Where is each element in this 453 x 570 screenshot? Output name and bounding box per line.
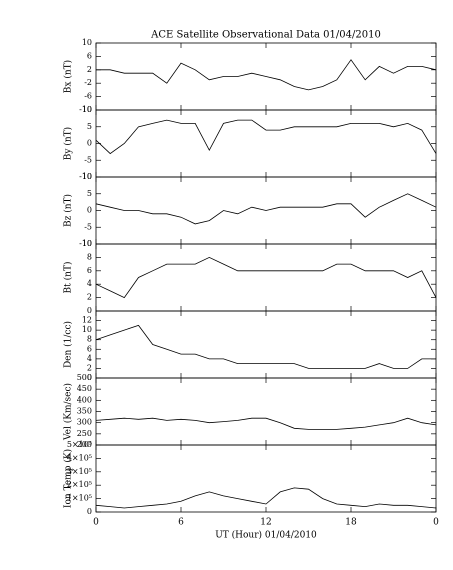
y-tick-label: 2 — [87, 65, 92, 74]
y-axis-label: Den (1/cc) — [63, 321, 74, 368]
x-tick-label: 0 — [433, 518, 439, 528]
y-tick-label: 400 — [77, 395, 92, 404]
y-tick-label: 10 — [82, 172, 92, 181]
x-tick-label: 12 — [260, 518, 271, 528]
y-tick-label: 8 — [87, 252, 92, 261]
y-tick-label: 350 — [77, 407, 92, 416]
y-tick-label: 5×10⁵ — [67, 440, 92, 449]
y-tick-label: 0 — [87, 373, 92, 382]
panel-frame — [95, 243, 437, 312]
y-tick-label: 6 — [87, 51, 92, 60]
x-tick-label: 18 — [345, 518, 357, 528]
y-tick-label: 5 — [87, 189, 92, 198]
y-axis-label: By (nT) — [63, 127, 74, 160]
y-axis-label: Bx (nT) — [63, 60, 74, 93]
y-tick-label: 300 — [77, 418, 92, 427]
y-tick-label: 0 — [87, 139, 92, 148]
y-tick-label: 0 — [87, 507, 92, 516]
data-line — [95, 119, 437, 155]
y-tick-label: 450 — [77, 384, 92, 393]
y-tick-label: 0 — [87, 306, 92, 315]
y-tick-label: 4×10⁵ — [67, 453, 92, 462]
y-tick-label: 1×10⁵ — [67, 494, 92, 503]
y-tick-label: 3×10⁵ — [67, 467, 92, 476]
y-tick-label: 10 — [82, 239, 92, 248]
y-axis-label: Bz (nT) — [63, 194, 74, 227]
y-tick-label: 250 — [77, 429, 92, 438]
panel-frame — [95, 310, 437, 379]
y-tick-label: 200 — [77, 440, 92, 449]
x-axis-label: UT (Hour) 01/04/2010 — [215, 530, 317, 541]
panel-frame — [95, 444, 437, 513]
y-tick-label: -5 — [84, 222, 92, 231]
chart-title: ACE Satellite Observational Data 01/04/2… — [150, 30, 381, 41]
y-tick-label: 5 — [87, 122, 92, 131]
y-tick-label: -10 — [79, 172, 92, 181]
y-tick-label: 2×10⁵ — [67, 480, 92, 489]
y-tick-label: 0 — [87, 206, 92, 215]
data-line — [95, 324, 436, 369]
panel-frame — [95, 377, 437, 446]
y-tick-label: 2 — [87, 363, 92, 372]
y-tick-label: 12 — [82, 316, 92, 325]
y-tick-label: -6 — [84, 92, 92, 101]
y-axis-label: Ion Temp (K) — [63, 449, 74, 508]
y-tick-label: -2 — [84, 78, 92, 87]
data-line — [95, 193, 437, 225]
y-tick-label: -10 — [79, 105, 92, 114]
data-line — [96, 59, 437, 91]
panel-frame — [95, 109, 437, 178]
y-tick-label: 10 — [82, 38, 92, 47]
y-tick-label: 4 — [87, 354, 92, 363]
y-tick-label: 4 — [87, 279, 92, 288]
y-tick-label: 10 — [82, 105, 92, 114]
y-tick-label: 500 — [77, 373, 92, 382]
data-line — [95, 256, 437, 299]
y-tick-label: 6 — [87, 344, 92, 353]
x-tick-label: 0 — [93, 518, 99, 528]
y-tick-label: -5 — [84, 155, 92, 164]
y-tick-label: 10 — [82, 325, 92, 334]
y-axis-label: Bt (nT) — [63, 262, 74, 294]
y-axis-label: Vel (Km/sec) — [63, 383, 74, 441]
data-line — [95, 487, 437, 509]
y-tick-label: 8 — [87, 335, 92, 344]
y-tick-label: 2 — [87, 293, 92, 302]
y-tick-label: -10 — [79, 239, 92, 248]
y-tick-label: 6 — [87, 266, 92, 275]
data-line — [95, 417, 437, 430]
x-tick-label: 6 — [178, 518, 184, 528]
